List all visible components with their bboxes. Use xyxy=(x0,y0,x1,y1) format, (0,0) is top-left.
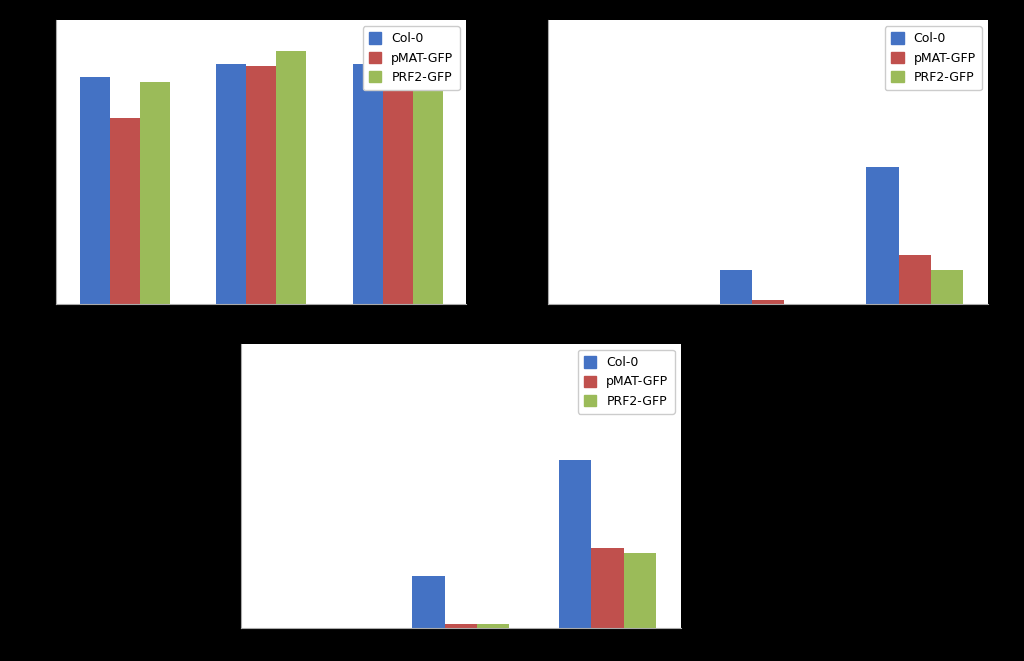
Bar xyxy=(80,77,110,304)
Bar xyxy=(559,460,592,628)
Y-axis label: klíčivost v %: klíčivost v % xyxy=(496,118,509,206)
Bar xyxy=(110,118,139,304)
Bar xyxy=(477,624,509,628)
Bar xyxy=(216,63,246,304)
Title: ½ MS médium: ½ MS médium xyxy=(189,0,333,15)
Bar xyxy=(383,59,413,304)
Bar xyxy=(752,300,784,304)
Legend: Col-0, pMAT-GFP, PRF2-GFP: Col-0, pMAT-GFP, PRF2-GFP xyxy=(885,26,982,90)
Bar xyxy=(352,63,383,304)
Bar xyxy=(931,270,964,304)
Bar xyxy=(866,167,899,304)
Bar xyxy=(720,270,752,304)
Title: 400mmol.l⁻¹ sorbitol: 400mmol.l⁻¹ sorbitol xyxy=(356,321,565,339)
Y-axis label: klíčivost v %: klíčivost v % xyxy=(188,442,202,529)
Bar xyxy=(413,576,444,628)
Bar xyxy=(413,51,442,304)
Bar xyxy=(899,255,931,304)
Bar xyxy=(246,66,276,304)
Legend: Col-0, pMAT-GFP, PRF2-GFP: Col-0, pMAT-GFP, PRF2-GFP xyxy=(578,350,675,414)
Bar xyxy=(444,624,477,628)
Legend: Col-0, pMAT-GFP, PRF2-GFP: Col-0, pMAT-GFP, PRF2-GFP xyxy=(362,26,460,90)
Bar xyxy=(139,82,170,304)
Title: 150mmol.l⁻¹ NaCl: 150mmol.l⁻¹ NaCl xyxy=(680,0,856,15)
Y-axis label: klíčivost v %: klíčivost v % xyxy=(4,118,17,206)
Bar xyxy=(276,51,306,304)
Bar xyxy=(592,548,624,628)
Bar xyxy=(624,553,656,628)
